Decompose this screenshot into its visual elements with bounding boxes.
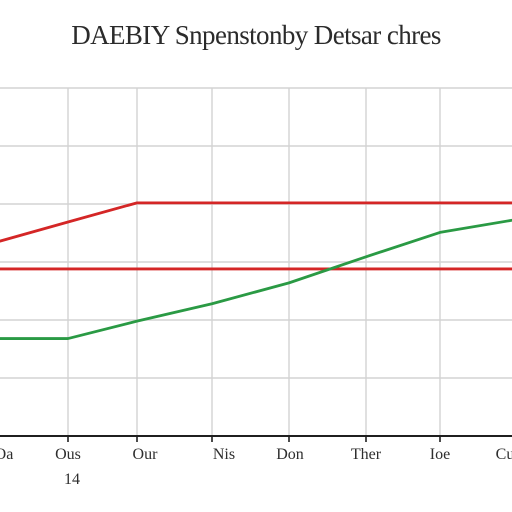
- x-tick-label: Nis: [213, 446, 235, 463]
- x-tick-label: Cu: [496, 446, 512, 463]
- chart-title: DAEBIY Snpenstonby Detsar chres: [71, 20, 441, 50]
- x-tick-label: Ioe: [430, 446, 450, 463]
- x-axis: [0, 435, 512, 442]
- x-tick-label: Our: [133, 446, 159, 463]
- x-tick-label: Ous: [55, 446, 81, 463]
- series-line-3: [0, 218, 512, 340]
- x-tick-label: Oa: [0, 446, 13, 463]
- x-tick-sublabel: 14: [64, 471, 80, 488]
- x-tick-label: Don: [276, 446, 304, 463]
- series-group: [0, 201, 512, 340]
- grid: [0, 87, 512, 436]
- tick-labels: Oa Ous 14 Our Nis Don Ther Ioe Cu: [0, 446, 512, 488]
- x-tick-label: Ther: [351, 446, 382, 463]
- series-line-1: [0, 201, 512, 243]
